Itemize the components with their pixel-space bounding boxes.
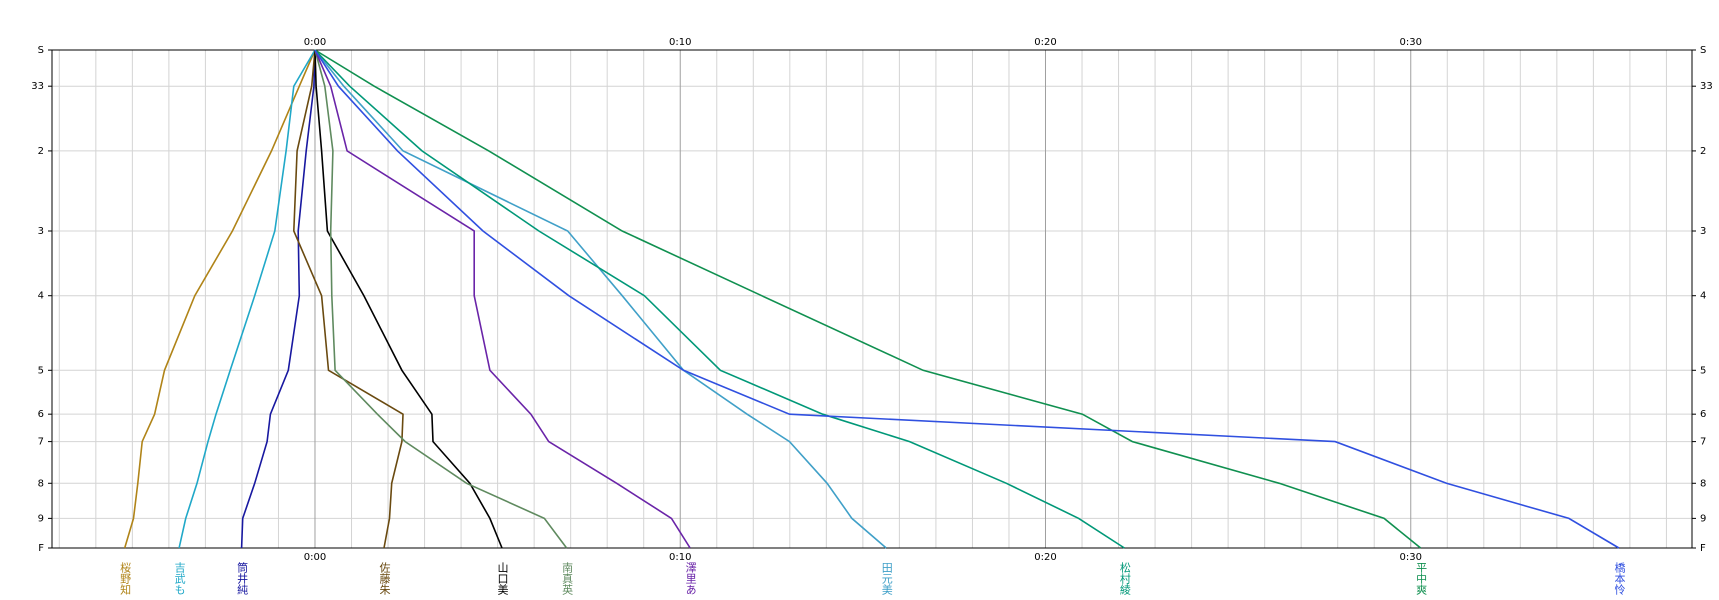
y-tick-label: 2 [1700, 146, 1706, 157]
runner-name: 松村綾 [1118, 561, 1131, 596]
y-tick-label: 8 [38, 478, 44, 489]
y-tick-label: 33 [1700, 81, 1713, 92]
runner-line [314, 49, 1620, 549]
y-tick-label: S [1700, 45, 1706, 56]
runner-line [292, 49, 404, 549]
y-tick-label: 6 [38, 409, 44, 420]
runner-name: 桜野知 [119, 561, 132, 596]
runner-line [314, 49, 503, 549]
runner-name: 平中爽 [1415, 562, 1428, 596]
y-tick-label: 6 [1700, 409, 1706, 420]
y-tick-label: 33 [31, 81, 44, 92]
plot-frame [51, 49, 1693, 549]
runner-line [178, 49, 316, 549]
y-tick-label: F [38, 543, 44, 554]
y-tick-label: 5 [1700, 365, 1706, 376]
runner-line [314, 49, 691, 549]
x-tick-label: 0:00 [304, 552, 326, 563]
y-tick-label: 4 [38, 291, 44, 302]
x-tick-label: 0:00 [304, 37, 326, 48]
runner-line [314, 49, 1422, 549]
runner-name: 澤里あ [684, 562, 697, 595]
runner-name: 佐藤朱 [378, 561, 391, 596]
x-tick-label: 0:30 [1400, 552, 1422, 563]
runner-name: 筒井純 [236, 561, 249, 595]
y-tick-label: S [38, 45, 44, 56]
runner-line [123, 49, 316, 549]
y-tick-label: 3 [38, 226, 44, 237]
runner-name: 山口美 [496, 562, 509, 595]
x-tick-label: 0:30 [1400, 37, 1422, 48]
y-tick-label: 9 [38, 513, 44, 524]
x-tick-label: 0:20 [1034, 552, 1056, 563]
runner-name: 田元美 [880, 562, 893, 595]
x-tick-label: 0:10 [669, 37, 691, 48]
y-tick-label: 7 [38, 437, 44, 448]
y-tick-label: F [1700, 543, 1706, 554]
y-tick-label: 5 [38, 365, 44, 376]
y-tick-label: 2 [38, 146, 44, 157]
runner-name: 南真英 [561, 562, 574, 596]
y-tick-label: 7 [1700, 437, 1706, 448]
y-tick-label: 8 [1700, 478, 1706, 489]
y-tick-label: 4 [1700, 291, 1706, 302]
runner-name: 吉武も [173, 562, 186, 595]
runner-name: 橋本怜 [1613, 561, 1626, 596]
x-tick-label: 0:20 [1034, 37, 1056, 48]
runner-line [240, 49, 316, 549]
y-tick-label: 9 [1700, 513, 1706, 524]
runner-line [314, 49, 1125, 549]
y-tick-label: 3 [1700, 226, 1706, 237]
runner-line [314, 49, 568, 549]
x-tick-label: 0:10 [669, 552, 691, 563]
